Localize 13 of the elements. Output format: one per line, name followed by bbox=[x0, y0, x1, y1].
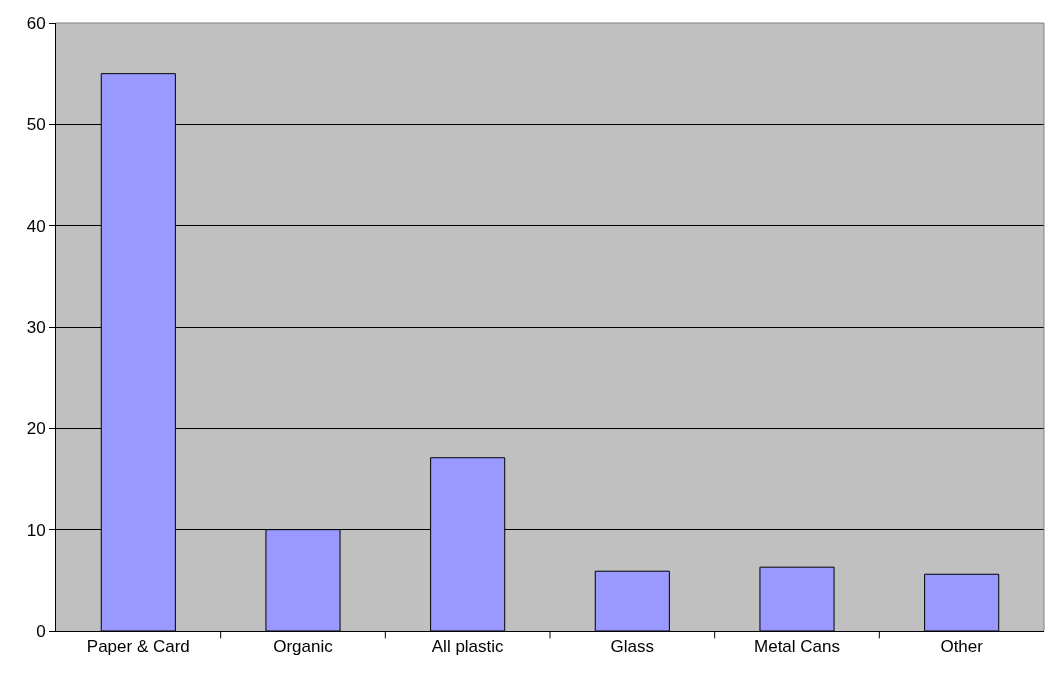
x-tick-label: Other bbox=[940, 637, 984, 657]
x-tick-label: Metal Cans bbox=[754, 637, 840, 657]
y-tick-label: 60 bbox=[26, 13, 46, 33]
x-tick-label: Paper & Card bbox=[86, 637, 190, 657]
x-tick-label: All plastic bbox=[431, 637, 505, 657]
y-tick-label: 10 bbox=[26, 520, 46, 540]
x-tick-label: Glass bbox=[610, 637, 655, 657]
y-tick-label: 50 bbox=[26, 115, 46, 135]
y-tick-label: 20 bbox=[26, 419, 46, 439]
y-tick-label: 30 bbox=[26, 317, 46, 337]
y-tick-label: 0 bbox=[36, 621, 46, 641]
y-tick-label: 40 bbox=[26, 216, 46, 236]
x-tick-label: Organic bbox=[273, 637, 334, 657]
